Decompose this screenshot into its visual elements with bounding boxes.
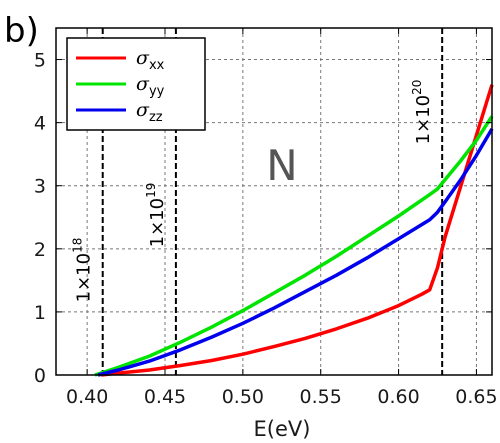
panel-label: b) [4,11,39,51]
doping-marker-label: 1×1019 [144,183,168,248]
series-line-σzz [97,128,494,377]
x-tick-label: 0.40 [66,386,108,408]
legend-label: σzz [136,99,163,125]
legend-subscript: zz [149,110,163,125]
y-tick-label: 3 [34,176,46,198]
y-tick-label: 2 [34,239,46,261]
doping-marker-label: 1×1018 [71,238,95,303]
series-line-σyy [94,115,494,377]
x-tick-label: 0.65 [455,386,497,408]
grid-lines [56,28,492,375]
y-tick-label: 4 [34,113,46,135]
x-tick-label: 0.55 [300,386,342,408]
legend-subscript: yy [149,84,165,99]
axis-ticks: 0.40 0.45 0.50 0.55 0.60 0.65 0 1 2 3 4 5 [34,28,498,408]
region-label: N [266,141,297,190]
x-tick-label: 0.50 [222,386,264,408]
plot-frame [55,27,493,376]
series-line-σxx [101,84,494,377]
doping-marker-exponent: 19 [144,183,158,198]
x-axis-label: E(eV) [254,417,311,441]
legend-subscript: xx [149,58,165,73]
doping-marker-exponent: 20 [410,80,424,95]
x-tick-label: 0.60 [377,386,419,408]
x-tick-label: 0.45 [144,386,186,408]
y-tick-label: 5 [34,50,46,72]
y-tick-label: 0 [34,365,46,387]
y-tick-label: 1 [34,302,46,324]
doping-marker-exponent: 18 [71,238,85,253]
series-lines [94,84,494,377]
